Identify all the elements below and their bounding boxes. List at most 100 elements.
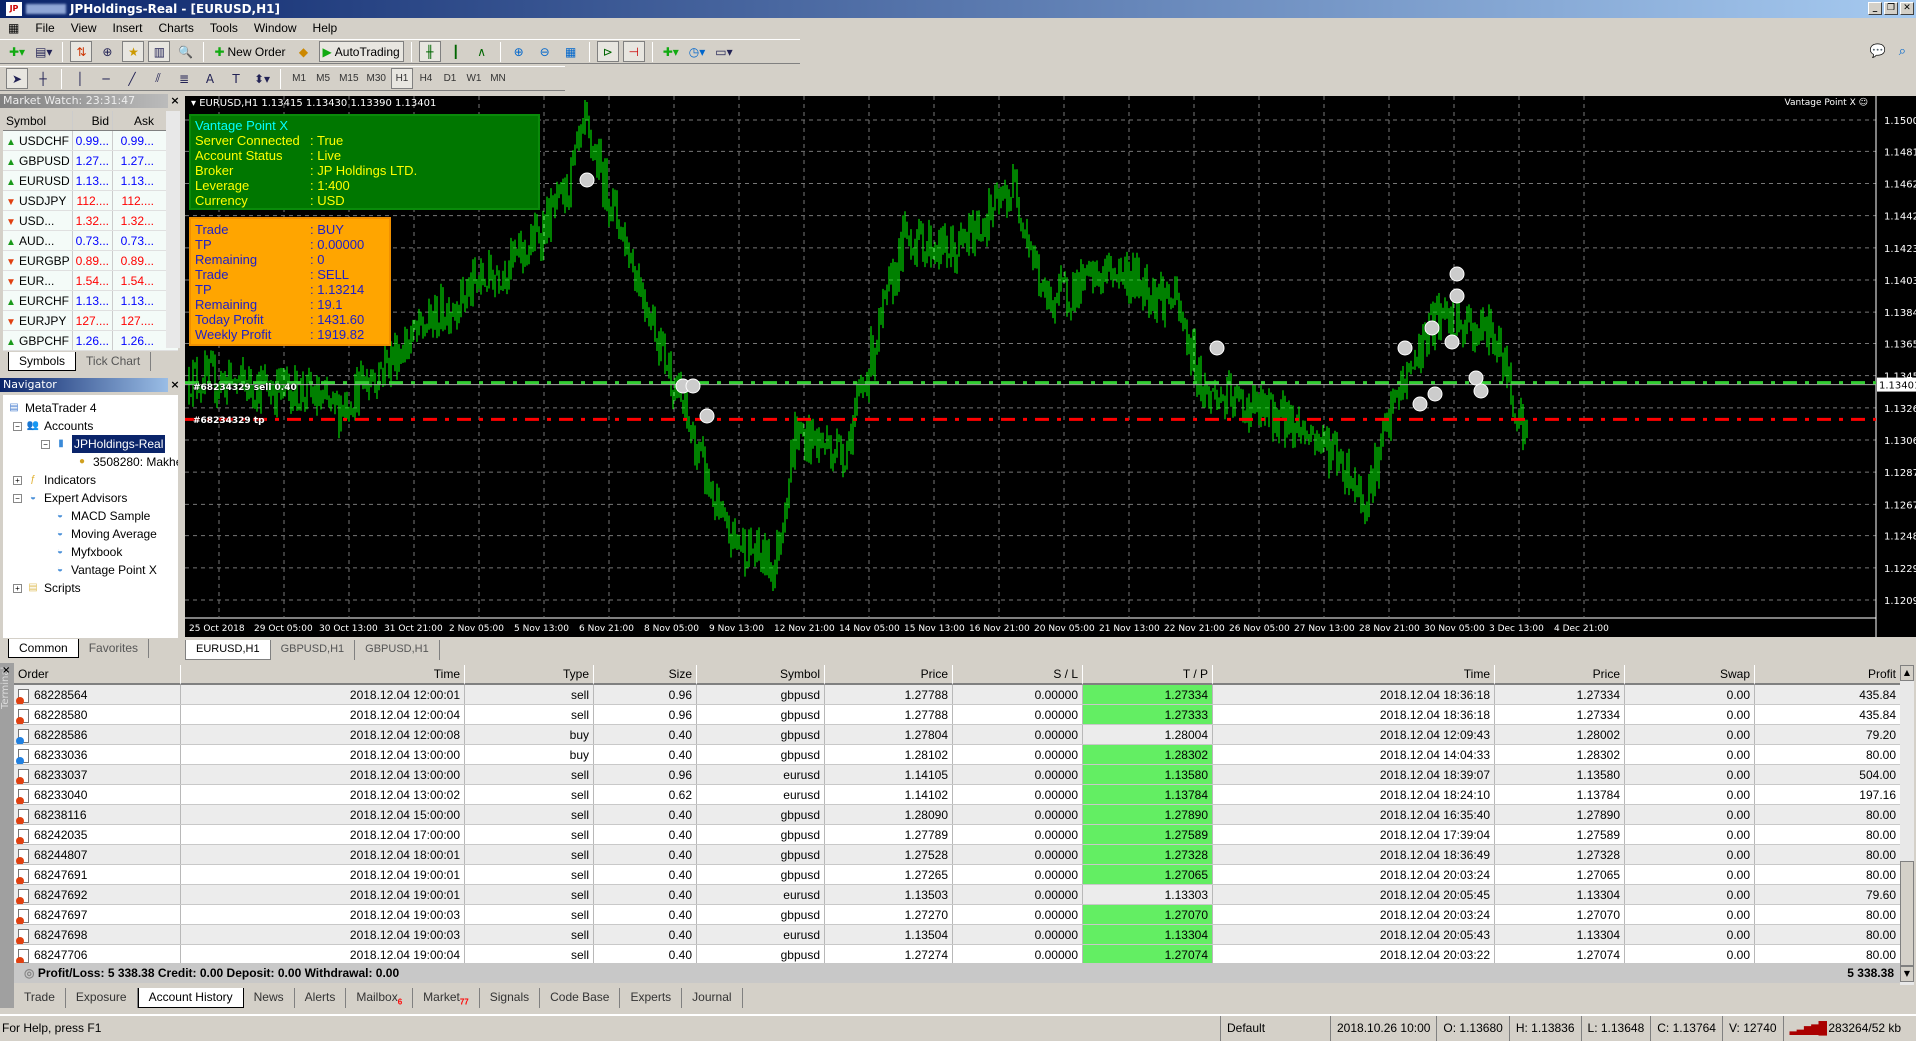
- column-header[interactable]: Order: [14, 665, 181, 685]
- history-row[interactable]: 68247697 2018.12.04 19:00:03 sell 0.40 gbpus…: [14, 905, 1901, 925]
- text-label-icon[interactable]: T: [232, 71, 240, 86]
- text-icon[interactable]: A: [205, 71, 215, 86]
- timeframe-mn[interactable]: MN: [490, 73, 506, 84]
- tab-navigator-1[interactable]: Favorites: [79, 639, 150, 658]
- crosshair-icon[interactable]: ┼: [39, 71, 47, 86]
- horizontal-line-icon[interactable]: ─: [102, 71, 110, 86]
- zoom-out-icon[interactable]: ⊖: [539, 44, 550, 59]
- terminal-icon[interactable]: ▥: [148, 41, 171, 62]
- tab-news[interactable]: News: [244, 988, 295, 1008]
- column-bid[interactable]: Bid: [73, 111, 113, 130]
- metaeditor-icon[interactable]: ◆: [298, 44, 309, 59]
- tab-trade[interactable]: Trade: [14, 988, 66, 1008]
- bar-chart-icon[interactable]: ╫: [418, 41, 441, 62]
- expand-icon[interactable]: +: [13, 583, 22, 593]
- history-row[interactable]: 68228586 2018.12.04 12:00:08 buy 0.40 gbpusd…: [14, 725, 1901, 745]
- scroll-up-icon[interactable]: ▲: [1900, 665, 1914, 681]
- data-window-icon[interactable]: ⊕: [102, 44, 113, 59]
- line-chart-icon[interactable]: ∧: [477, 44, 487, 59]
- strategy-tester-icon[interactable]: 🔍: [177, 44, 193, 59]
- timeframe-w1[interactable]: W1: [466, 73, 482, 84]
- tile-windows-icon[interactable]: ▦: [565, 44, 577, 59]
- history-row[interactable]: 68238116 2018.12.04 15:00:00 sell 0.40 gbpus…: [14, 805, 1901, 825]
- periods-icon[interactable]: ◷▾: [688, 44, 706, 59]
- equidistant-channel-icon[interactable]: ⫽: [155, 71, 161, 85]
- nav-item-ea[interactable]: ◒ Moving Average: [53, 525, 157, 543]
- navigator-icon[interactable]: ★: [122, 41, 145, 62]
- collapse-icon[interactable]: −: [41, 439, 50, 449]
- market-watch-row[interactable]: ▲ AUD... 0.73... 0.73...: [3, 231, 178, 251]
- column-header[interactable]: Swap: [1625, 665, 1755, 685]
- nav-item-ea[interactable]: ◒ Vantage Point X: [53, 561, 157, 579]
- menu-window[interactable]: Window: [253, 21, 297, 35]
- tab-market-watch-1[interactable]: Tick Chart: [76, 352, 152, 371]
- tab-account-history[interactable]: Account History: [137, 988, 244, 1008]
- history-row[interactable]: 68233040 2018.12.04 13:00:02 sell 0.62 eurus…: [14, 785, 1901, 805]
- history-row[interactable]: 68247706 2018.12.04 19:00:04 sell 0.40 gbpus…: [14, 945, 1901, 965]
- ea-label[interactable]: Vantage Point X ☺: [1784, 98, 1868, 108]
- column-ask[interactable]: Ask: [133, 114, 154, 128]
- indicators-icon[interactable]: ✚▾: [662, 44, 679, 59]
- menu-help[interactable]: Help: [312, 21, 338, 35]
- tab-journal[interactable]: Journal: [682, 988, 743, 1008]
- menu-file[interactable]: File: [35, 21, 55, 35]
- history-row[interactable]: 68247692 2018.12.04 19:00:01 sell 0.40 eurus…: [14, 885, 1901, 905]
- trendline-icon[interactable]: ╱: [128, 71, 136, 86]
- history-row[interactable]: 68228564 2018.12.04 12:00:01 sell 0.96 gbpus…: [14, 685, 1901, 705]
- scroll-down-icon[interactable]: ▼: [1900, 966, 1914, 982]
- chart-shift-icon[interactable]: ⊣: [622, 41, 645, 62]
- menu-view[interactable]: View: [70, 21, 97, 35]
- tab-market[interactable]: Market77: [413, 988, 480, 1008]
- tab-mailbox[interactable]: Mailbox6: [346, 988, 414, 1008]
- nav-item-root[interactable]: ▤ MetaTrader 4: [7, 399, 96, 417]
- templates-icon[interactable]: ▭▾: [715, 44, 733, 59]
- timeframe-m1[interactable]: M1: [292, 73, 307, 84]
- history-row[interactable]: 68242035 2018.12.04 17:00:00 sell 0.40 gbpus…: [14, 825, 1901, 845]
- tab-navigator-0[interactable]: Common: [8, 639, 79, 658]
- column-header[interactable]: Time: [181, 665, 465, 685]
- market-watch-row[interactable]: ▼ EURJPY 127.... 127....: [3, 311, 178, 331]
- column-header[interactable]: Type: [465, 665, 594, 685]
- history-row[interactable]: 68233037 2018.12.04 13:00:00 sell 0.96 eurus…: [14, 765, 1901, 785]
- tab-signals[interactable]: Signals: [480, 988, 541, 1008]
- menu-charts[interactable]: Charts: [158, 21, 194, 35]
- price-chart[interactable]: 1.15005 1.14815 1.14620 1.14425 1.14230 1.140…: [185, 96, 1916, 637]
- timeframe-m30[interactable]: M30: [366, 73, 386, 84]
- autotrading-button[interactable]: ▶ AutoTrading: [318, 41, 404, 62]
- history-row[interactable]: 68244807 2018.12.04 18:00:01 sell 0.40 gbpus…: [14, 845, 1901, 865]
- menu-tools[interactable]: Tools: [209, 21, 238, 35]
- timeframe-h4[interactable]: H4: [419, 73, 433, 84]
- market-watch-row[interactable]: ▼ USD... 1.32... 1.32...: [3, 211, 178, 231]
- column-header[interactable]: Symbol: [697, 665, 825, 685]
- chart-window[interactable]: 1.15005 1.14815 1.14620 1.14425 1.14230 1.140…: [185, 96, 1916, 637]
- nav-item-ea[interactable]: ◒ MACD Sample: [53, 507, 150, 525]
- minimize-button[interactable]: _: [1868, 2, 1882, 15]
- nav-item-scripts[interactable]: + ▤ Scripts: [13, 579, 81, 597]
- market-watch-row[interactable]: ▼ EURGBP 0.89... 0.89...: [3, 251, 178, 271]
- market-watch-row[interactable]: ▼ EUR... 1.54... 1.54...: [3, 271, 178, 291]
- market-watch-row[interactable]: ▲ GBPUSD 1.27... 1.27...: [3, 151, 178, 171]
- tab-code-base[interactable]: Code Base: [540, 988, 621, 1008]
- chat-icon[interactable]: 💬: [1869, 44, 1886, 59]
- scroll-thumb[interactable]: [1900, 861, 1914, 966]
- history-row[interactable]: 68247698 2018.12.04 19:00:03 sell 0.40 eurus…: [14, 925, 1901, 945]
- tab-market-watch-0[interactable]: Symbols: [8, 352, 77, 371]
- timeframe-m15[interactable]: M15: [339, 73, 359, 84]
- candlestick-icon[interactable]: ┃: [452, 44, 460, 59]
- market-watch-row[interactable]: ▲ USDCHF 0.99... 0.99...: [3, 131, 178, 151]
- vertical-line-icon[interactable]: │: [76, 71, 84, 86]
- close-icon[interactable]: ×: [168, 94, 182, 108]
- timeframe-d1[interactable]: D1: [443, 73, 457, 84]
- zoom-in-icon[interactable]: ⊕: [513, 44, 524, 59]
- fibonacci-icon[interactable]: ≣: [178, 71, 190, 86]
- nav-item-indicators[interactable]: + ƒ Indicators: [13, 471, 96, 489]
- nav-item-account[interactable]: ● 3508280: Makhel: [75, 453, 178, 471]
- market-watch-icon[interactable]: ⇅: [70, 41, 93, 62]
- auto-scroll-icon[interactable]: ⊳: [596, 41, 619, 62]
- cursor-icon[interactable]: ➤: [6, 68, 28, 89]
- timeframe-m5[interactable]: M5: [316, 73, 331, 84]
- close-button[interactable]: ✕: [1900, 2, 1914, 15]
- app-menu-icon[interactable]: ▦: [8, 21, 20, 35]
- column-header[interactable]: Size: [594, 665, 697, 685]
- terminal-scrollbar[interactable]: ▲ ▼: [1900, 665, 1914, 985]
